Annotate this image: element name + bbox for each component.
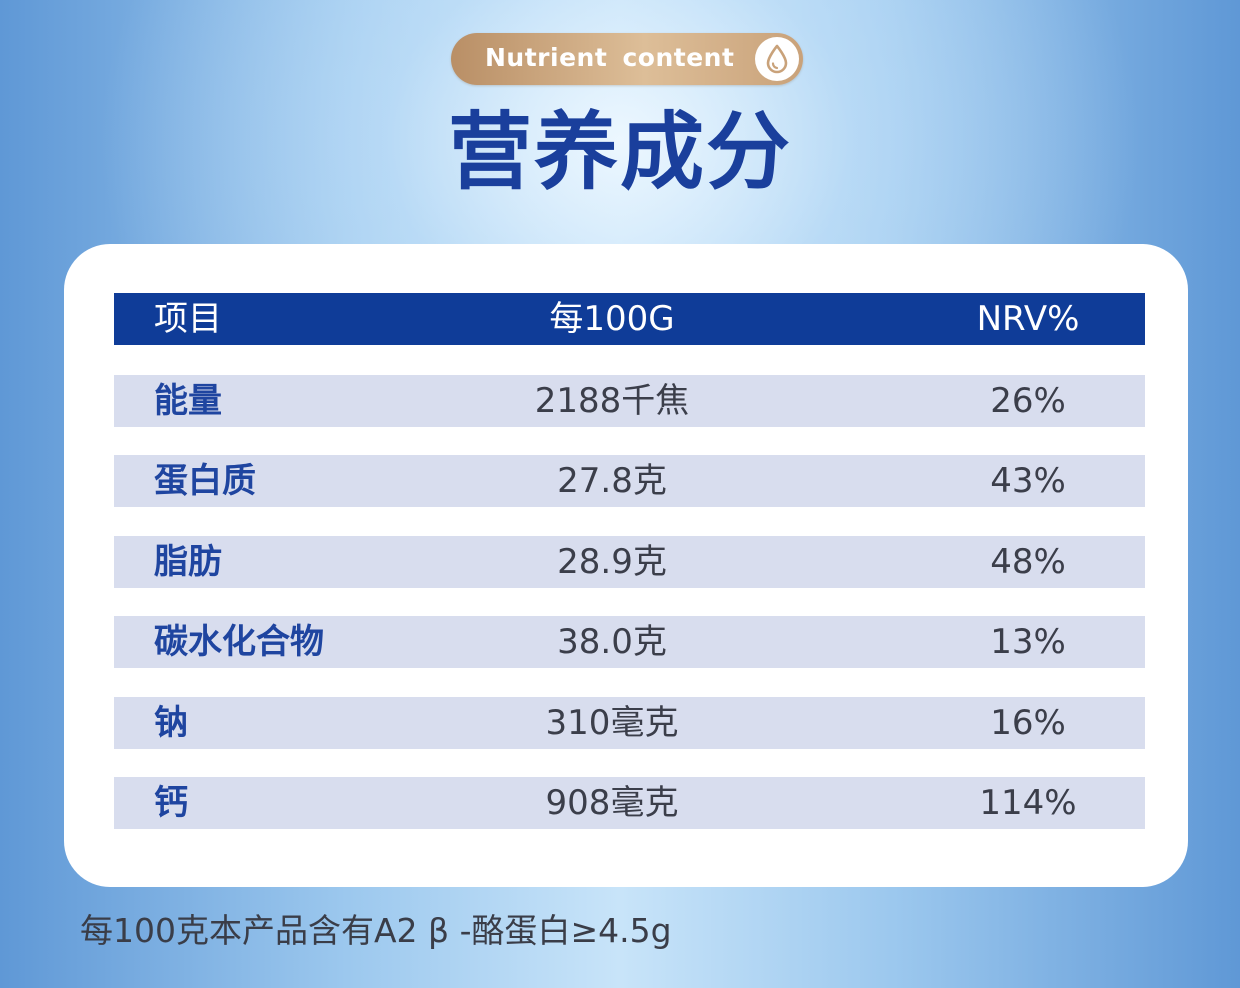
table-row: 碳水化合物 38.0克 13%: [114, 616, 1145, 668]
row-name: 蛋白质: [154, 461, 256, 501]
page-title: 营养成分: [447, 103, 792, 201]
table-header-row: 项目 每100G NRV%: [114, 293, 1145, 345]
nutrition-table-card: 项目 每100G NRV% 能量 2188千焦 26% 蛋白质 27.8克 43…: [64, 244, 1188, 887]
row-name: 钠: [154, 703, 188, 743]
table-row: 蛋白质 27.8克 43%: [114, 455, 1145, 507]
table-row: 钠 310毫克 16%: [114, 697, 1145, 749]
row-name: 能量: [154, 381, 222, 421]
header-item: 项目: [154, 299, 222, 339]
table-row: 钙 908毫克 114%: [114, 777, 1145, 829]
a2-protein-footnote: 每100克本产品含有A2 β -酪蛋白≥4.5g: [80, 911, 672, 950]
badge-label: Nutrient content: [485, 43, 735, 72]
table-row: 脂肪 28.9克 48%: [114, 536, 1145, 588]
row-name: 碳水化合物: [154, 622, 324, 662]
row-name: 脂肪: [154, 542, 222, 582]
table-row: 能量 2188千焦 26%: [114, 375, 1145, 427]
row-name: 钙: [154, 783, 188, 823]
water-drop-icon: [755, 37, 799, 81]
nutrient-content-badge: Nutrient content: [451, 33, 803, 85]
